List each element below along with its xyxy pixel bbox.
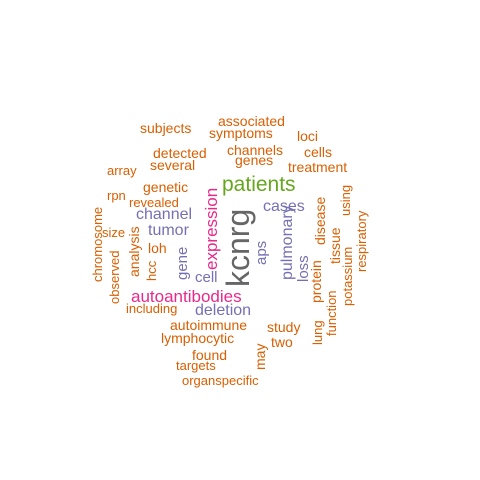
word-analysis: analysis: [126, 226, 142, 277]
word-observed: observed: [107, 250, 122, 304]
word-several: several: [150, 157, 196, 173]
word-subjects: subjects: [140, 120, 192, 136]
word-hcc: hcc: [144, 260, 159, 281]
word-cell: cell: [195, 269, 218, 286]
word-revealed: revealed: [129, 195, 179, 210]
word-deletion: deletion: [195, 302, 252, 319]
word-channel: channel: [136, 206, 193, 223]
word-disease: disease: [312, 196, 328, 245]
word-rpn: rpn: [107, 188, 126, 203]
word-gene: gene: [174, 246, 191, 280]
word-autoantibodies: autoantibodies: [131, 287, 242, 306]
word-detected: detected: [153, 145, 207, 161]
word-function: function: [324, 290, 339, 336]
word-associated: associated: [218, 113, 285, 129]
word-may: may: [252, 343, 268, 370]
word-expression: expression: [202, 187, 221, 270]
word-respiratory: respiratory: [354, 210, 369, 272]
word-array: array: [107, 163, 137, 178]
word-symptoms: symptoms: [209, 125, 273, 141]
word-lymphocytic: lymphocytic: [161, 330, 235, 346]
word-cells: cells: [304, 144, 333, 160]
word-channels: channels: [227, 142, 284, 158]
word-potassium: potassium: [340, 246, 355, 306]
word-loh: loh: [148, 240, 167, 256]
word-patients: patients: [222, 173, 296, 196]
word-size: size: [102, 225, 126, 240]
word-using: using: [338, 184, 353, 216]
word-genes: genes: [235, 152, 274, 168]
word-including: including: [126, 301, 178, 316]
word-found: found: [192, 347, 228, 363]
word-two: two: [271, 334, 293, 350]
word-organspecific: organspecific: [182, 373, 259, 388]
word-protein: protein: [308, 260, 324, 303]
word-chromosome: chromosome: [90, 206, 105, 282]
word-aps: aps: [253, 240, 270, 265]
word-targets: targets: [176, 358, 216, 373]
word-pulmonary: pulmonary: [279, 205, 296, 280]
word-tumor: tumor: [148, 222, 189, 239]
word-autoimmune: autoimmune: [170, 317, 248, 333]
word-cases: cases: [263, 198, 305, 215]
word-loci: loci: [297, 128, 319, 144]
word-genetic: genetic: [143, 179, 189, 195]
word-kcnrg: kcnrg: [220, 208, 256, 287]
word-lung: lung: [310, 320, 325, 345]
word-study: study: [267, 319, 301, 335]
word-treatment: treatment: [288, 159, 348, 175]
